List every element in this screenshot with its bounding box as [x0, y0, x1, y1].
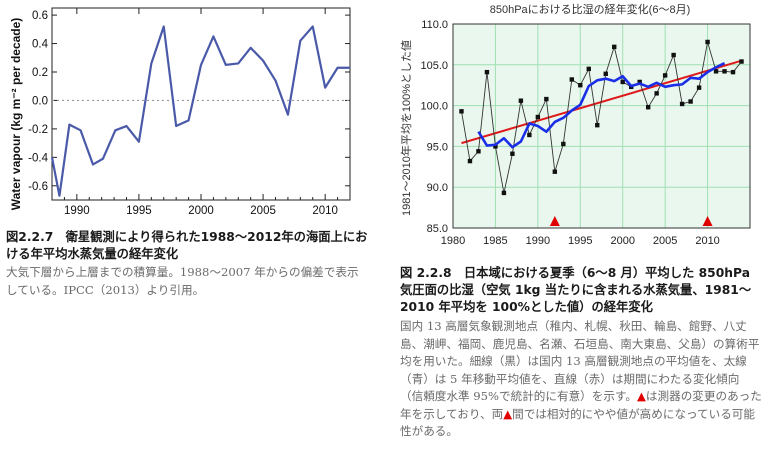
- right-observed-point: [527, 132, 532, 138]
- right-observed-point: [739, 59, 744, 64]
- right-observed-point: [535, 114, 541, 120]
- right-x-tick-label: 1995: [568, 235, 592, 247]
- right-y-tick-label: 85.0: [427, 223, 448, 235]
- left-x-tick-label: 1990: [64, 205, 90, 217]
- right-y-tick-label: 100.0: [420, 101, 448, 113]
- right-caption-body: 国内 13 高層気象観測地点（稚内、札幌、秋田、輪島、館野、八丈島、潮岬、福岡、…: [400, 318, 762, 441]
- left-series-line: [50, 25, 350, 197]
- right-observed-point: [620, 79, 625, 85]
- left-y-tick-label: 0.6: [32, 10, 48, 22]
- right-x-tick-label: 2010: [695, 235, 719, 247]
- right-x-tick-label: 1990: [526, 235, 550, 247]
- triangle-icon: [549, 216, 560, 226]
- left-y-tick-label: -0.4: [28, 152, 48, 164]
- left-y-tick-label: 0.0: [32, 95, 48, 107]
- caption-body-part-1: 国内 13 高層気象観測地点（稚内、札幌、秋田、輪島、館野、八丈島、潮岬、福岡、…: [400, 319, 760, 403]
- right-chart-title: 850hPaにおける比湿の経年変化(6〜8月): [490, 2, 691, 16]
- left-y-tick-label: 0.4: [32, 39, 49, 51]
- left-chart-svg: Water vapour (kg m⁻² per decade) -0.6 -0.…: [9, 7, 351, 217]
- right-observed-point: [713, 69, 719, 74]
- right-observed-point: [705, 39, 710, 45]
- right-observed-point: [671, 52, 676, 58]
- right-x-tick-label: 2000: [610, 235, 634, 247]
- right-observed-point: [722, 69, 727, 74]
- left-y-axis-label: Water vapour (kg m⁻² per decade): [9, 18, 23, 211]
- right-observed-point: [501, 190, 507, 196]
- right-observed-point: [645, 105, 651, 110]
- left-x-tick-label: 1995: [126, 205, 152, 217]
- right-y-tick-label: 95.0: [427, 141, 448, 153]
- right-x-tick-label: 2005: [653, 235, 677, 247]
- right-observed-point: [586, 66, 591, 72]
- left-x-tick-label: 2000: [188, 205, 214, 217]
- right-caption-title: 図 2.2.8 日本域における夏季（6〜8 月）平均した 850hPa 気圧面の…: [400, 266, 752, 314]
- left-plot-frame: [51, 7, 351, 201]
- right-y-tick-label: 90.0: [427, 182, 448, 194]
- right-observed-point: [510, 151, 515, 156]
- triangle-icon: ▲: [503, 406, 513, 421]
- right-y-axis-label: 1981〜2010年平均を100%とした値: [399, 40, 413, 216]
- right-observed-point: [595, 122, 600, 128]
- caption-body-part-2: は測器の変更のあった年を示しており、両: [400, 389, 762, 421]
- right-observed-point: [476, 149, 481, 154]
- right-observed-point: [688, 99, 693, 104]
- right-x-tick-label: 1980: [441, 235, 465, 247]
- right-observed-point: [730, 69, 736, 75]
- right-observed-point: [578, 83, 583, 88]
- left-y-tick-label: 0.2: [32, 67, 48, 79]
- right-observed-point: [569, 77, 574, 82]
- right-observed-point: [561, 141, 566, 147]
- right-y-tick-label: 110.0: [421, 19, 448, 31]
- left-x-tick-label: 2005: [250, 205, 276, 217]
- right-plot-frame: [452, 23, 751, 229]
- right-observed-point: [696, 85, 702, 90]
- right-observed-point: [662, 73, 668, 78]
- right-observed-point: [518, 98, 524, 103]
- right-observed-point: [459, 109, 464, 114]
- left-y-tick-label: -0.2: [28, 124, 48, 136]
- left-chart: Water vapour (kg m⁻² per decade) -0.6 -0.…: [0, 0, 370, 225]
- right-chart-svg: 850hPaにおける比湿の経年変化(6〜8月) 1981〜2010年平均を100…: [399, 2, 751, 247]
- right-observed-point: [679, 101, 685, 107]
- right-observed-point: [544, 96, 549, 102]
- right-observed-point: [612, 44, 617, 50]
- right-observed-point: [467, 158, 473, 164]
- right-observed-point: [637, 79, 642, 85]
- left-x-tick-label: 2010: [312, 205, 338, 217]
- caption-body-part-3: 間では相対的にやや値が高めになっている可能性がある。: [400, 406, 755, 439]
- right-observed-point: [493, 144, 498, 149]
- right-observed-point: [552, 169, 558, 174]
- right-moving-average-line: [477, 61, 726, 149]
- left-y-tick-label: -0.6: [28, 181, 48, 193]
- left-caption-title: 図2.2.7 衛星観測により得られた1988〜2012年の海面上における年平均水…: [6, 230, 368, 261]
- right-x-tick-label: 1985: [483, 235, 507, 247]
- right-observed-line: [461, 41, 742, 194]
- triangle-icon: [702, 216, 713, 226]
- right-y-tick-label: 105.0: [420, 60, 448, 72]
- triangle-icon: ▲: [636, 389, 646, 403]
- right-chart: 850hPaにおける比湿の経年変化(6〜8月) 1981〜2010年平均を100…: [395, 0, 768, 256]
- right-observed-point: [654, 91, 659, 96]
- right-observed-point: [603, 71, 608, 76]
- right-observed-point: [484, 69, 490, 75]
- left-caption-body: 大気下層から上層までの積算量。1988〜2007 年からの偏差で表示している。I…: [6, 265, 359, 297]
